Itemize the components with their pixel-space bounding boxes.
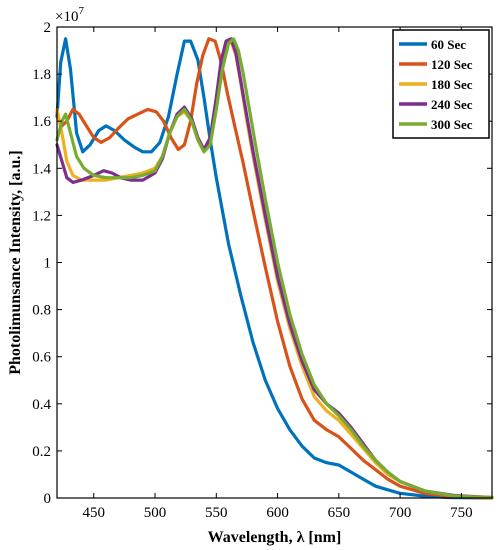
plot-lines	[55, 37, 494, 500]
x-axis-ticks: 450 500 550 600 650 700 750	[83, 27, 473, 521]
y-tick-label: 0.2	[32, 444, 51, 460]
legend-entry: 300 Sec	[431, 117, 473, 132]
legend: 60 Sec 120 Sec 180 Sec 240 Sec 300 Sec	[392, 29, 490, 139]
y-tick-label: 0.4	[32, 397, 51, 413]
x-tick-label: 700	[389, 505, 412, 521]
series-line-2	[55, 37, 494, 500]
x-tick-label: 550	[205, 505, 228, 521]
series-line-1	[55, 37, 494, 500]
x-tick-label: 750	[450, 505, 473, 521]
y-tick-label: 0.6	[32, 350, 51, 366]
y-tick-label: 0	[44, 491, 52, 507]
y-axis-title: Photolimunsance Intensity, [a.u.]	[7, 150, 24, 374]
y-tick-label: 1.2	[32, 208, 51, 224]
x-axis-title: Wavelength, λ [nm]	[208, 529, 342, 546]
y-tick-label: 2	[44, 20, 52, 36]
y-tick-label: 1.6	[32, 114, 51, 130]
legend-entry: 60 Sec	[431, 37, 466, 52]
y-tick-label: 1	[44, 256, 52, 272]
y-tick-label: 1.4	[32, 161, 51, 177]
y-tick-label: 0.8	[32, 303, 51, 319]
x-tick-label: 450	[83, 505, 106, 521]
y-tick-label: 1.8	[32, 67, 51, 83]
legend-entry: 240 Sec	[431, 97, 473, 112]
x-tick-label: 500	[144, 505, 167, 521]
x-tick-label: 600	[266, 505, 289, 521]
series-line-5	[55, 37, 494, 500]
y-axis-ticks: 0 0.2 0.4 0.6 0.8 1 1.2 1.4 1.6 1.8 2	[32, 20, 492, 507]
legend-entry: 180 Sec	[431, 77, 473, 92]
x-tick-label: 650	[328, 505, 351, 521]
legend-entry: 120 Sec	[431, 57, 473, 72]
y-multiplier-label: ×107	[55, 5, 84, 25]
